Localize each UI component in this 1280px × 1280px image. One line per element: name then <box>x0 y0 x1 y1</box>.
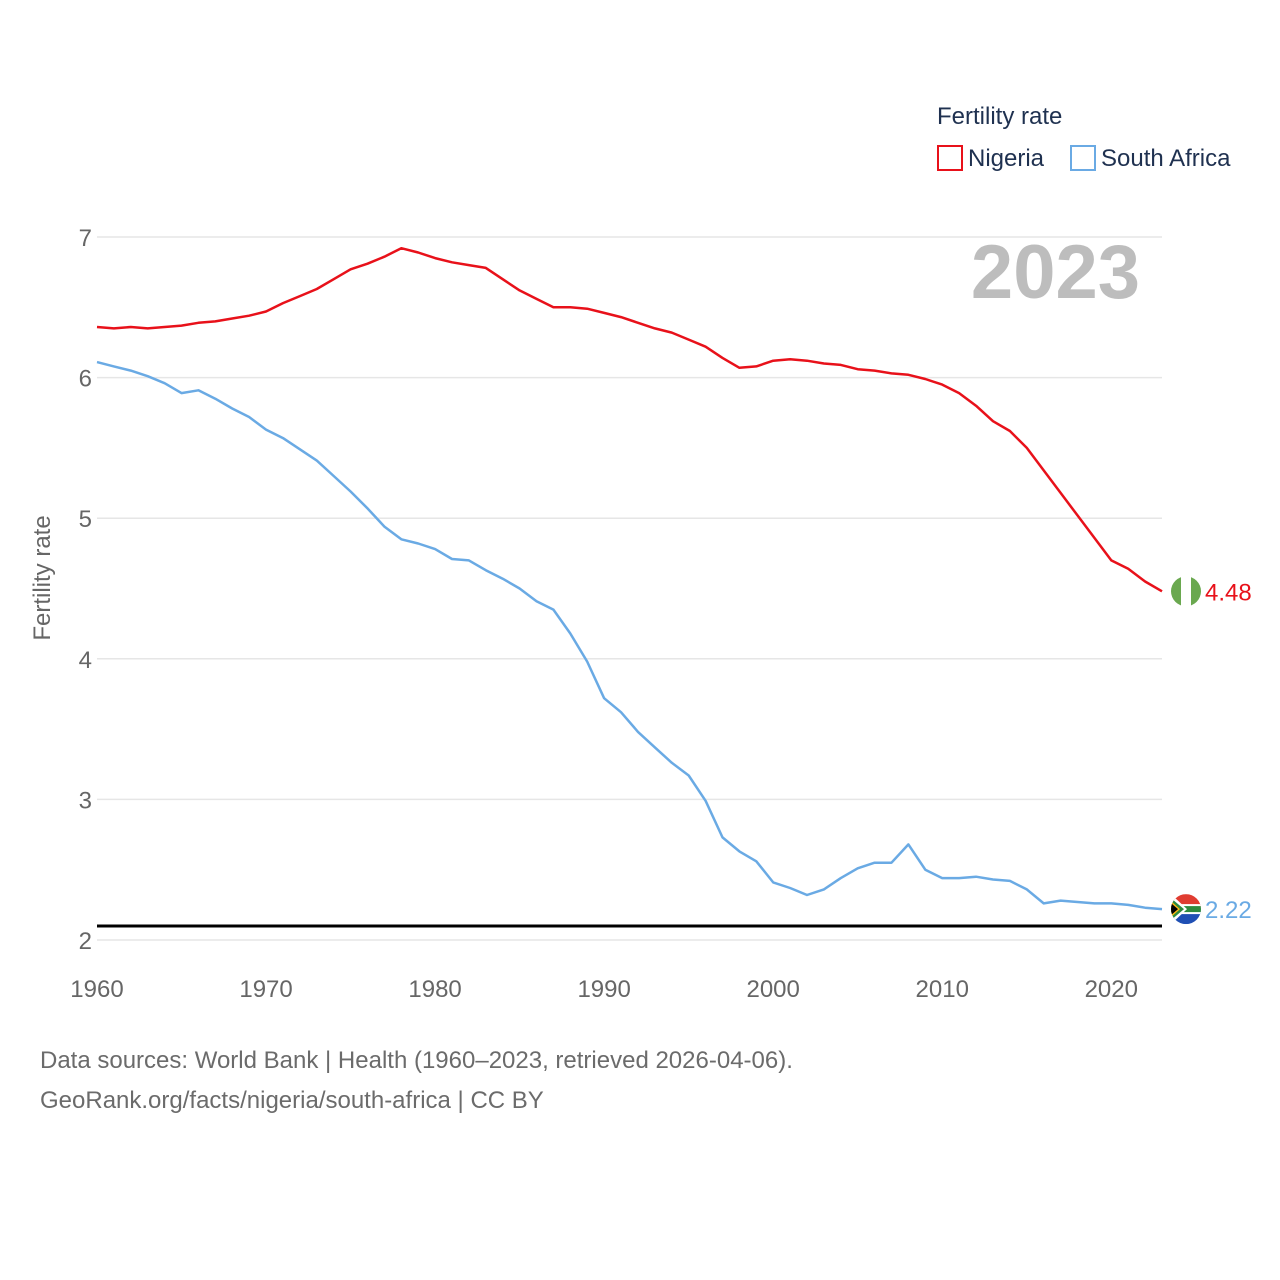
y-tick-label: 4 <box>79 647 92 674</box>
end-value-nigeria: 4.48 <box>1205 579 1252 606</box>
fertility-chart: Fertility rate Nigeria South Africa 2 3 4 5… <box>29 103 1252 1003</box>
y-axis-title: Fertility rate <box>29 515 56 640</box>
y-tick-label: 2 <box>79 928 92 955</box>
legend-title: Fertility rate <box>937 103 1062 130</box>
y-axis-ticks: 2 3 4 5 6 7 <box>79 225 92 955</box>
x-tick-label: 1980 <box>408 976 461 1003</box>
end-value-south-africa: 2.22 <box>1205 897 1252 924</box>
south-africa-flag-icon <box>1171 894 1201 925</box>
series-line-nigeria <box>96 246 1163 593</box>
x-tick-label: 1990 <box>577 976 630 1003</box>
y-tick-label: 3 <box>79 787 92 814</box>
legend-label-nigeria: Nigeria <box>968 145 1045 172</box>
source-line-1: Data sources: World Bank | Health (1960–… <box>40 1047 793 1074</box>
legend-item-south-africa[interactable]: South Africa <box>1070 145 1231 172</box>
series-line-south-africa <box>96 360 1163 911</box>
x-tick-label: 1970 <box>239 976 292 1003</box>
legend-item-nigeria[interactable]: Nigeria <box>937 145 1045 172</box>
y-tick-label: 6 <box>79 366 92 393</box>
x-axis-ticks: 1960 1970 1980 1990 2000 2010 2020 <box>70 976 1138 1003</box>
y-tick-label: 7 <box>79 225 92 252</box>
x-tick-label: 1960 <box>70 976 123 1003</box>
current-year-label: 2023 <box>971 230 1140 315</box>
nigeria-flag-icon <box>1171 576 1201 607</box>
source-footer: Data sources: World Bank | Health (1960–… <box>40 1041 793 1121</box>
y-tick-label: 5 <box>79 506 92 533</box>
x-tick-label: 2020 <box>1085 976 1138 1003</box>
gridlines <box>97 236 1162 941</box>
source-line-2: GeoRank.org/facts/nigeria/south-africa |… <box>40 1087 544 1114</box>
x-tick-label: 2010 <box>916 976 969 1003</box>
legend-swatch-nigeria <box>937 145 963 171</box>
x-tick-label: 2000 <box>746 976 799 1003</box>
legend-label-south-africa: South Africa <box>1101 145 1231 172</box>
legend-swatch-south-africa <box>1070 145 1096 171</box>
